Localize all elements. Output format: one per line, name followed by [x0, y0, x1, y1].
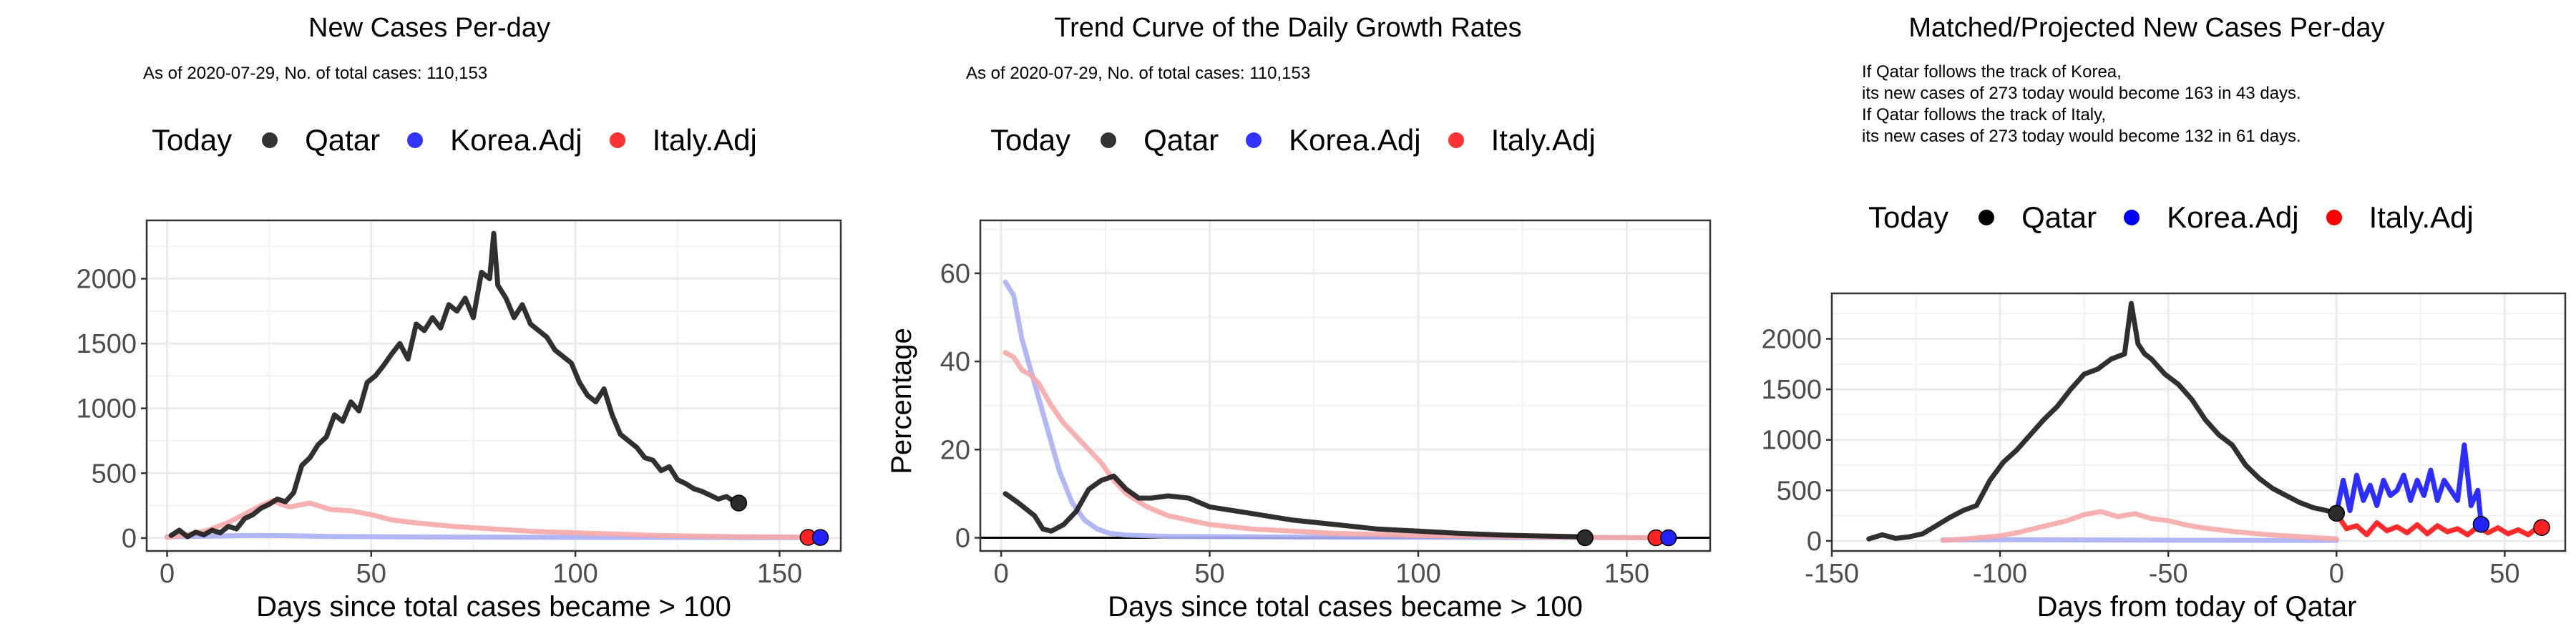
y-tick-label: 1500: [76, 329, 137, 359]
legend-dot-korea: [407, 132, 424, 148]
series-line-korea-adj: [2333, 442, 2484, 527]
legend-item-italy: Italy.Adj: [609, 123, 757, 157]
legend-item-korea: Korea.Adj: [2124, 200, 2299, 235]
x-axis-label: Days since total cases became > 100: [256, 591, 731, 623]
chart-title: Trend Curve of the Daily Growth Rates: [1054, 13, 1522, 43]
x-tick-label: 100: [1395, 559, 1440, 589]
chart-title: New Cases Per-day: [308, 13, 550, 43]
x-tick-label: 150: [757, 559, 802, 589]
legend-dot-italy: [609, 132, 625, 148]
y-tick-label: 0: [955, 524, 970, 554]
plot-border: [979, 219, 1712, 552]
y-tick-label: 500: [1777, 476, 1822, 506]
legend-dot-qatar: [1979, 210, 1995, 225]
series-line-qatar: [168, 230, 741, 540]
legend-item-korea: Korea.Adj: [1246, 123, 1421, 157]
y-tick-label: 0: [1807, 527, 1822, 557]
legend: Today Qatar Korea.Adj Italy.Adj: [1868, 200, 2501, 235]
series-line-italy-adj: [2333, 511, 2545, 537]
today-point-korea-adj: [811, 529, 829, 546]
legend-dot-italy: [1448, 132, 1464, 148]
chart-title: Matched/Projected New Cases Per-day: [1908, 13, 2385, 43]
y-tick-label: 1500: [1761, 375, 1822, 405]
x-axis-label: Days from today of Qatar: [2036, 591, 2357, 623]
legend-item-korea: Korea.Adj: [407, 123, 582, 157]
legend-item-italy: Italy.Adj: [1448, 123, 1596, 157]
legend-label-italy: Italy.Adj: [1491, 123, 1596, 157]
plot-border: [1830, 292, 2567, 552]
today-point-qatar: [2328, 504, 2346, 522]
x-tick-label: 0: [2329, 559, 2344, 589]
today-point-korea-adj: [1659, 529, 1677, 547]
y-tick-label: 40: [940, 347, 970, 377]
x-tick-label: 0: [160, 559, 175, 589]
legend-dot-qatar: [262, 132, 278, 148]
legend-label-korea: Korea.Adj: [2167, 200, 2299, 234]
subtitle-line: If Qatar follows the track of Korea,: [1862, 62, 2122, 82]
legend-title: Today: [152, 123, 233, 157]
subtitle-line: If Qatar follows the track of Italy,: [1862, 105, 2107, 125]
legend-title: Today: [990, 123, 1071, 157]
y-tick-label: 1000: [1761, 426, 1822, 456]
legend-label-korea: Korea.Adj: [1289, 123, 1421, 157]
legend-label-qatar: Qatar: [1143, 123, 1219, 157]
legend-item-qatar: Qatar: [1979, 200, 2097, 235]
series-line-qatar: [1002, 473, 1588, 540]
series-line-qatar: [1866, 301, 2339, 542]
x-tick-label: 0: [994, 559, 1009, 589]
series-line-italy-adj: [165, 497, 811, 540]
legend-item-italy: Italy.Adj: [2326, 200, 2474, 235]
chart-subtitle: As of 2020-07-29, No. of total cases: 11…: [143, 64, 488, 83]
legend-dot-korea: [1246, 132, 1262, 148]
panel-growth-rates: Trend Curve of the Daily Growth Rates As…: [859, 0, 1717, 644]
plot-growth-rates: 0 50 100 150 0 20 40 60: [940, 219, 1712, 589]
today-point-qatar: [730, 494, 748, 512]
legend-label-italy: Italy.Adj: [2368, 200, 2474, 234]
panel-projected-cases: Matched/Projected New Cases Per-day If Q…: [1717, 0, 2576, 644]
x-tick-label: 50: [1194, 559, 1224, 589]
subtitle-line: its new cases of 273 today would become …: [1862, 127, 2301, 146]
legend-item-qatar: Qatar: [262, 123, 380, 157]
y-tick-label: 2000: [76, 265, 137, 295]
y-tick-label: 500: [92, 459, 137, 489]
today-point-qatar: [1576, 529, 1594, 547]
y-tick-label: 0: [122, 524, 137, 554]
legend-title: Today: [1868, 200, 1949, 234]
legend-dot-italy: [2326, 210, 2342, 225]
x-tick-label: -100: [1973, 559, 2027, 589]
legend-dot-qatar: [1101, 132, 1117, 148]
today-point-italy-adj: [2533, 519, 2550, 536]
y-tick-label: 20: [940, 435, 970, 465]
x-tick-label: -50: [2149, 559, 2188, 589]
legend-label-korea: Korea.Adj: [450, 123, 582, 157]
legend-item-qatar: Qatar: [1101, 123, 1219, 157]
legend: Today Qatar Korea.Adj Italy.Adj: [990, 123, 1623, 157]
x-tick-label: -150: [1805, 559, 1859, 589]
legend: Today Qatar Korea.Adj Italy.Adj: [152, 123, 784, 157]
chart-subtitle: If Qatar follows the track of Korea, its…: [1862, 62, 2301, 147]
panel-new-cases: New Cases Per-day As of 2020-07-29, No. …: [0, 0, 859, 644]
legend-dot-korea: [2124, 210, 2140, 225]
y-tick-label: 60: [940, 259, 970, 289]
x-tick-label: 50: [2489, 559, 2519, 589]
subtitle-line: its new cases of 273 today would become …: [1862, 84, 2301, 103]
today-point-korea-adj: [2472, 516, 2490, 533]
plot-border: [145, 219, 842, 552]
y-tick-label: 1000: [76, 394, 137, 424]
legend-label-italy: Italy.Adj: [652, 123, 757, 157]
chart-subtitle: As of 2020-07-29, No. of total cases: 11…: [966, 64, 1311, 83]
legend-label-qatar: Qatar: [2021, 200, 2097, 234]
x-tick-label: 50: [356, 559, 386, 589]
x-axis-label: Days since total cases became > 100: [1108, 591, 1583, 623]
x-tick-label: 100: [552, 559, 597, 589]
series-line-italy-adj-history: [1940, 509, 2339, 543]
x-tick-label: 150: [1604, 559, 1649, 589]
y-tick-label: 2000: [1761, 325, 1822, 355]
series-line-italy-adj: [1002, 350, 1659, 540]
legend-label-qatar: Qatar: [305, 123, 381, 157]
